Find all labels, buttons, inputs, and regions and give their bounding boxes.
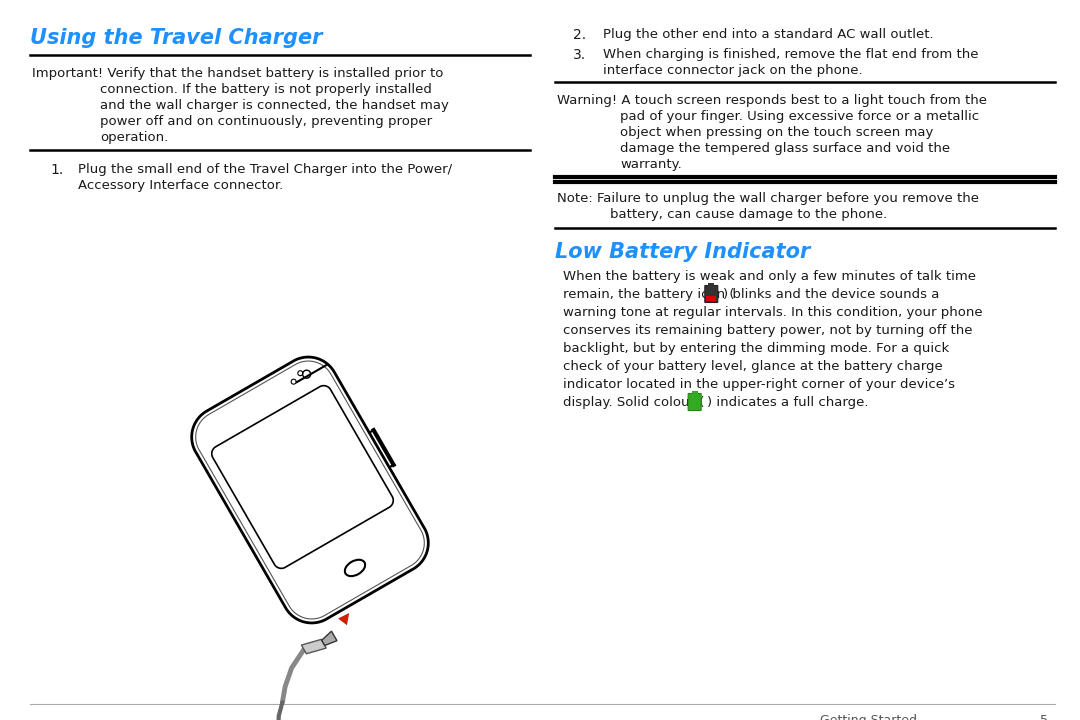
Text: 5: 5: [1040, 714, 1048, 720]
Text: Low Battery Indicator: Low Battery Indicator: [555, 242, 810, 262]
Text: 2.: 2.: [573, 28, 586, 42]
Text: conserves its remaining battery power, not by turning off the: conserves its remaining battery power, n…: [563, 324, 972, 337]
Text: 1.: 1.: [50, 163, 64, 177]
Text: backlight, but by entering the dimming mode. For a quick: backlight, but by entering the dimming m…: [563, 342, 949, 355]
Polygon shape: [322, 631, 337, 645]
Text: interface connector jack on the phone.: interface connector jack on the phone.: [603, 64, 863, 77]
FancyBboxPatch shape: [688, 394, 701, 410]
Text: Accessory Interface connector.: Accessory Interface connector.: [78, 179, 283, 192]
Text: and the wall charger is connected, the handset may: and the wall charger is connected, the h…: [100, 99, 449, 112]
Text: display. Solid colour (: display. Solid colour (: [563, 396, 704, 409]
Text: warranty.: warranty.: [620, 158, 681, 171]
Text: warning tone at regular intervals. In this condition, your phone: warning tone at regular intervals. In th…: [563, 306, 983, 319]
Polygon shape: [191, 357, 429, 623]
Text: connection. If the battery is not properly installed: connection. If the battery is not proper…: [100, 83, 432, 96]
Text: damage the tempered glass surface and void the: damage the tempered glass surface and vo…: [620, 142, 950, 155]
Text: Warning! A touch screen responds best to a light touch from the: Warning! A touch screen responds best to…: [557, 94, 987, 107]
Text: Important! Verify that the handset battery is installed prior to: Important! Verify that the handset batte…: [32, 67, 444, 80]
Text: Note: Failure to unplug the wall charger before you remove the: Note: Failure to unplug the wall charger…: [557, 192, 978, 205]
Text: When charging is finished, remove the flat end from the: When charging is finished, remove the fl…: [603, 48, 978, 61]
Polygon shape: [212, 386, 393, 568]
Text: 3.: 3.: [573, 48, 586, 62]
Text: pad of your finger. Using excessive force or a metallic: pad of your finger. Using excessive forc…: [620, 110, 980, 123]
Text: ) indicates a full charge.: ) indicates a full charge.: [706, 396, 868, 409]
FancyBboxPatch shape: [705, 286, 718, 302]
Polygon shape: [301, 639, 326, 654]
Text: power off and on continuously, preventing proper: power off and on continuously, preventin…: [100, 115, 432, 128]
Text: Getting Started: Getting Started: [820, 714, 917, 720]
Text: check of your battery level, glance at the battery charge: check of your battery level, glance at t…: [563, 360, 943, 373]
Text: remain, the battery icon (: remain, the battery icon (: [563, 288, 734, 301]
Bar: [708, 283, 714, 286]
Text: indicator located in the upper-right corner of your device’s: indicator located in the upper-right cor…: [563, 378, 955, 391]
Text: ) blinks and the device sounds a: ) blinks and the device sounds a: [724, 288, 940, 301]
Text: battery, can cause damage to the phone.: battery, can cause damage to the phone.: [610, 208, 888, 221]
Text: operation.: operation.: [100, 131, 168, 144]
Text: When the battery is weak and only a few minutes of talk time: When the battery is weak and only a few …: [563, 270, 976, 283]
Text: Using the Travel Charger: Using the Travel Charger: [30, 28, 322, 48]
Bar: [706, 296, 716, 301]
Text: Plug the small end of the Travel Charger into the Power/: Plug the small end of the Travel Charger…: [78, 163, 453, 176]
Bar: [691, 391, 698, 394]
Text: object when pressing on the touch screen may: object when pressing on the touch screen…: [620, 126, 933, 139]
Text: Plug the other end into a standard AC wall outlet.: Plug the other end into a standard AC wa…: [603, 28, 933, 41]
